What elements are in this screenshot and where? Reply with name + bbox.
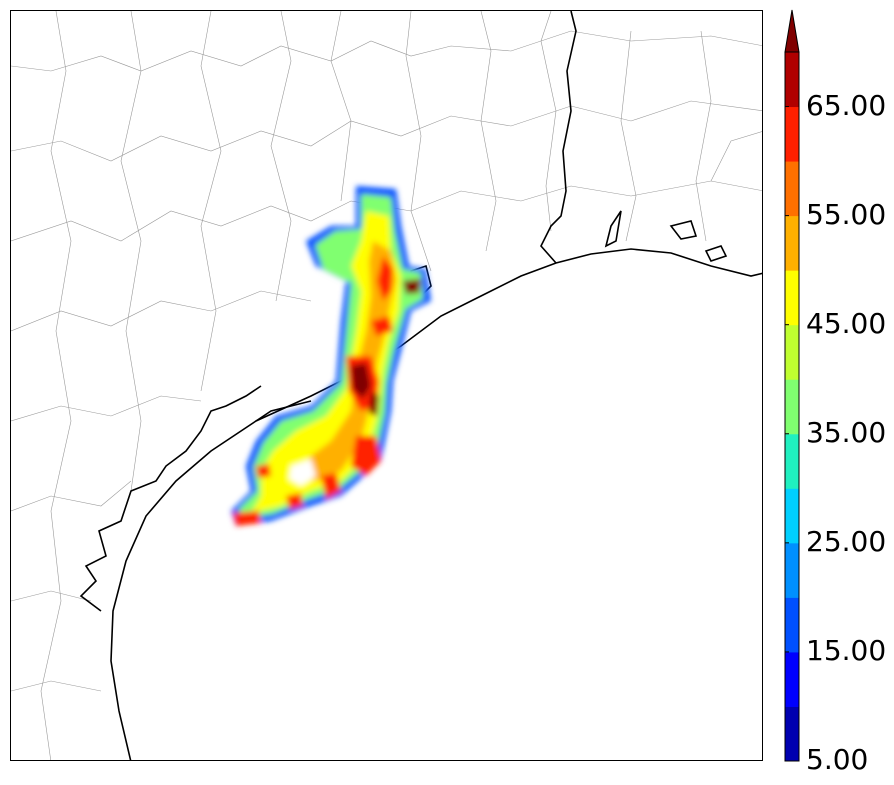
colorbar-segment — [785, 379, 799, 435]
colorbar-tick-label: 35.00 — [806, 415, 887, 449]
colorbar-segment — [785, 270, 799, 326]
map-canvas — [11, 11, 762, 760]
colorbar-segment — [785, 651, 799, 707]
colorbar-segment — [785, 706, 799, 762]
colorbar-segment — [785, 106, 799, 162]
colorbar-extend-arrow — [784, 9, 800, 53]
colorbar-tick-label: 45.00 — [806, 306, 887, 340]
county-boundaries — [11, 11, 762, 760]
colorbar-tick-label: 55.00 — [806, 197, 887, 231]
colorbar-tick-label: 65.00 — [806, 88, 887, 122]
reflectivity-field — [231, 186, 431, 526]
colorbar-segment — [785, 161, 799, 217]
colorbar-segment — [785, 52, 799, 108]
colorbar-segment — [785, 597, 799, 653]
colorbar-segment — [785, 433, 799, 489]
colorbar-segment — [785, 542, 799, 598]
map-panel — [10, 10, 763, 761]
colorbar — [784, 9, 800, 762]
colorbar-tick-label: 15.00 — [806, 633, 887, 667]
colorbar-tick-label: 25.00 — [806, 524, 887, 558]
colorbar-segment — [785, 488, 799, 544]
colorbar-segment — [785, 324, 799, 380]
colorbar-tick-label: 5.00 — [806, 743, 869, 776]
colorbar-border — [784, 51, 800, 762]
colorbar-segment — [785, 215, 799, 271]
coastline — [79, 11, 762, 760]
